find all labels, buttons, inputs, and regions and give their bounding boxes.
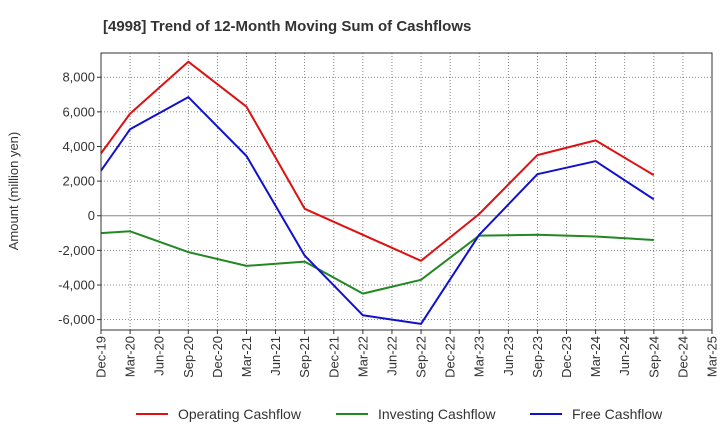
x-tick-label: Jun-20 [152,336,167,376]
y-tick-label: 0 [88,208,95,223]
y-axis-label: Amount (million yen) [6,132,21,251]
x-tick-label: Dec-20 [210,336,225,378]
y-tick-label: 4,000 [62,139,95,154]
legend-label-0: Operating Cashflow [178,406,302,422]
x-tick-label: Sep-23 [530,336,545,378]
legend-label-1: Investing Cashflow [378,406,496,422]
plot-frame [100,52,713,331]
legend: Operating Cashflow Investing Cashflow Free… [136,406,663,422]
x-axis-ticks: Dec-19 Mar-20 Jun-20 Sep-20 Dec-20 Mar-21 Jun-… [94,330,720,378]
y-tick-label: -2,000 [58,243,95,258]
y-axis-ticks: -6,000 -4,000 -2,000 0 2,000 4,000 6,000 8,000 [58,70,101,327]
x-tick-label: Sep-24 [646,336,661,378]
x-tick-label: Dec-19 [94,336,109,378]
x-tick-label: Sep-20 [181,336,196,378]
x-tick-label: Dec-23 [559,336,574,378]
x-tick-label: Mar-24 [588,336,603,377]
plot-background [101,53,712,330]
x-tick-label: Jun-24 [617,336,632,376]
y-tick-label: 8,000 [62,70,95,85]
x-tick-label: Dec-21 [326,336,341,378]
x-tick-label: Mar-20 [123,336,138,377]
series-lines [100,60,655,325]
x-tick-label: Jun-22 [384,336,399,376]
legend-label-2: Free Cashflow [572,406,663,422]
x-tick-label: Dec-24 [675,336,690,378]
series-line-1 [100,230,654,295]
y-tick-label: -4,000 [58,277,95,292]
x-tick-label: Mar-21 [239,336,254,377]
x-tick-label: Mar-22 [355,336,370,377]
x-tick-label: Mar-23 [472,336,487,377]
x-tick-label: Jun-21 [268,336,283,376]
series-line-2 [100,96,655,325]
x-tick-label: Dec-22 [443,336,458,378]
y-tick-label: -6,000 [58,312,95,327]
series-line-0 [100,60,655,262]
plot-area [101,53,712,330]
grid-lines [101,53,712,330]
x-tick-label: Sep-21 [297,336,312,378]
x-tick-label: Jun-23 [501,336,516,376]
y-tick-label: 2,000 [62,174,95,189]
plot-border [100,52,713,331]
chart-title: [4998] Trend of 12-Month Moving Sum of C… [103,18,471,35]
x-tick-label: Sep-22 [414,336,429,378]
x-tick-label: Mar-25 [705,336,720,377]
y-tick-label: 6,000 [62,104,95,119]
